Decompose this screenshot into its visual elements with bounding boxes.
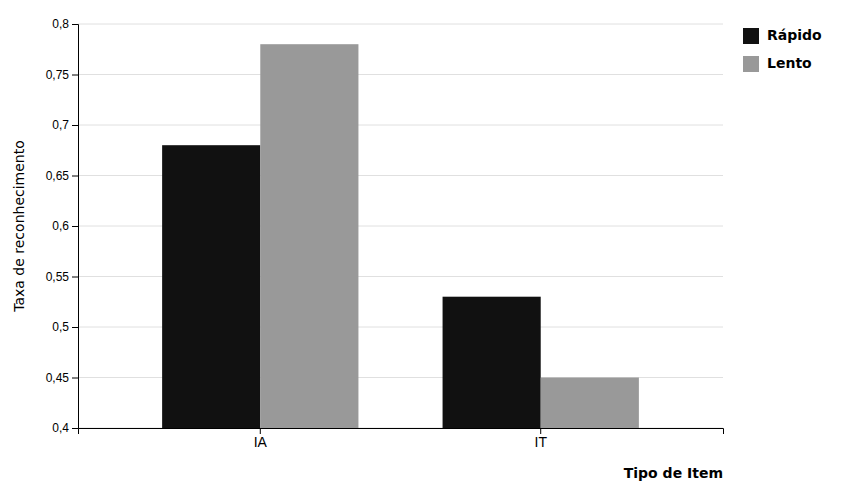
y-tick-label: 0,4 (52, 421, 69, 435)
bars (162, 44, 639, 428)
y-tick: 0,5 (52, 320, 78, 334)
y-axis: 0,4 0,45 0,5 0,55 0,6 0,65 0,7 0,75 0,8 (46, 17, 79, 435)
x-tick-label: IA (254, 434, 268, 450)
y-axis-title: Taxa de reconhecimento (11, 140, 27, 313)
legend-swatch (743, 28, 759, 44)
y-tick-mark (72, 176, 78, 177)
y-tick-label: 0,6 (52, 219, 69, 233)
y-tick: 0,55 (46, 270, 78, 284)
y-tick: 0,75 (46, 68, 78, 82)
grid-line (78, 125, 723, 126)
x-tick-label: IT (534, 434, 547, 450)
bar-series (260, 44, 639, 428)
y-tick-label: 0,8 (52, 17, 69, 31)
legend-label: Rápido (767, 27, 822, 43)
legend-label: Lento (767, 55, 812, 71)
y-tick-mark (72, 226, 78, 227)
grid-line (78, 24, 723, 25)
y-tick-label: 0,55 (46, 270, 70, 284)
y-tick-mark (72, 75, 78, 76)
y-axis-line (72, 25, 79, 429)
y-tick-label: 0,75 (46, 68, 70, 82)
y-tick-mark (72, 277, 78, 278)
x-axis-title: Tipo de Item (624, 465, 723, 481)
x-tick: IT (534, 428, 547, 450)
bar (162, 145, 260, 428)
x-tick: IA (254, 428, 268, 450)
y-tick: 0,6 (52, 219, 78, 233)
y-tick: 0,65 (46, 169, 78, 183)
legend-swatch (743, 56, 759, 72)
y-tick-label: 0,45 (46, 371, 70, 385)
x-axis-line (79, 429, 724, 435)
y-tick-mark (72, 378, 78, 379)
bar (541, 378, 639, 429)
y-tick: 0,4 (52, 421, 78, 435)
y-tick: 0,45 (46, 371, 78, 385)
grid-line (78, 74, 723, 75)
y-tick-label: 0,7 (52, 118, 69, 132)
y-tick-label: 0,5 (52, 320, 69, 334)
y-tick: 0,8 (52, 17, 78, 31)
y-tick-mark (72, 24, 78, 25)
legend: Rápido Lento (743, 27, 822, 72)
bar (443, 297, 541, 428)
bar (260, 44, 358, 428)
chart: 0,4 0,45 0,5 0,55 0,6 0,65 0,7 0,75 0,8 IA IT Taxa … (0, 0, 853, 492)
legend-item: Lento (743, 55, 812, 72)
legend-item: Rápido (743, 27, 822, 44)
x-axis: IA IT (79, 428, 724, 450)
plot: 0,4 0,45 0,5 0,55 0,6 0,65 0,7 0,75 0,8 IA IT (46, 17, 724, 492)
y-tick-mark (72, 327, 78, 328)
y-tick: 0,7 (52, 118, 78, 132)
y-tick-mark (72, 125, 78, 126)
y-tick-label: 0,65 (46, 169, 70, 183)
y-tick-mark (72, 428, 78, 429)
